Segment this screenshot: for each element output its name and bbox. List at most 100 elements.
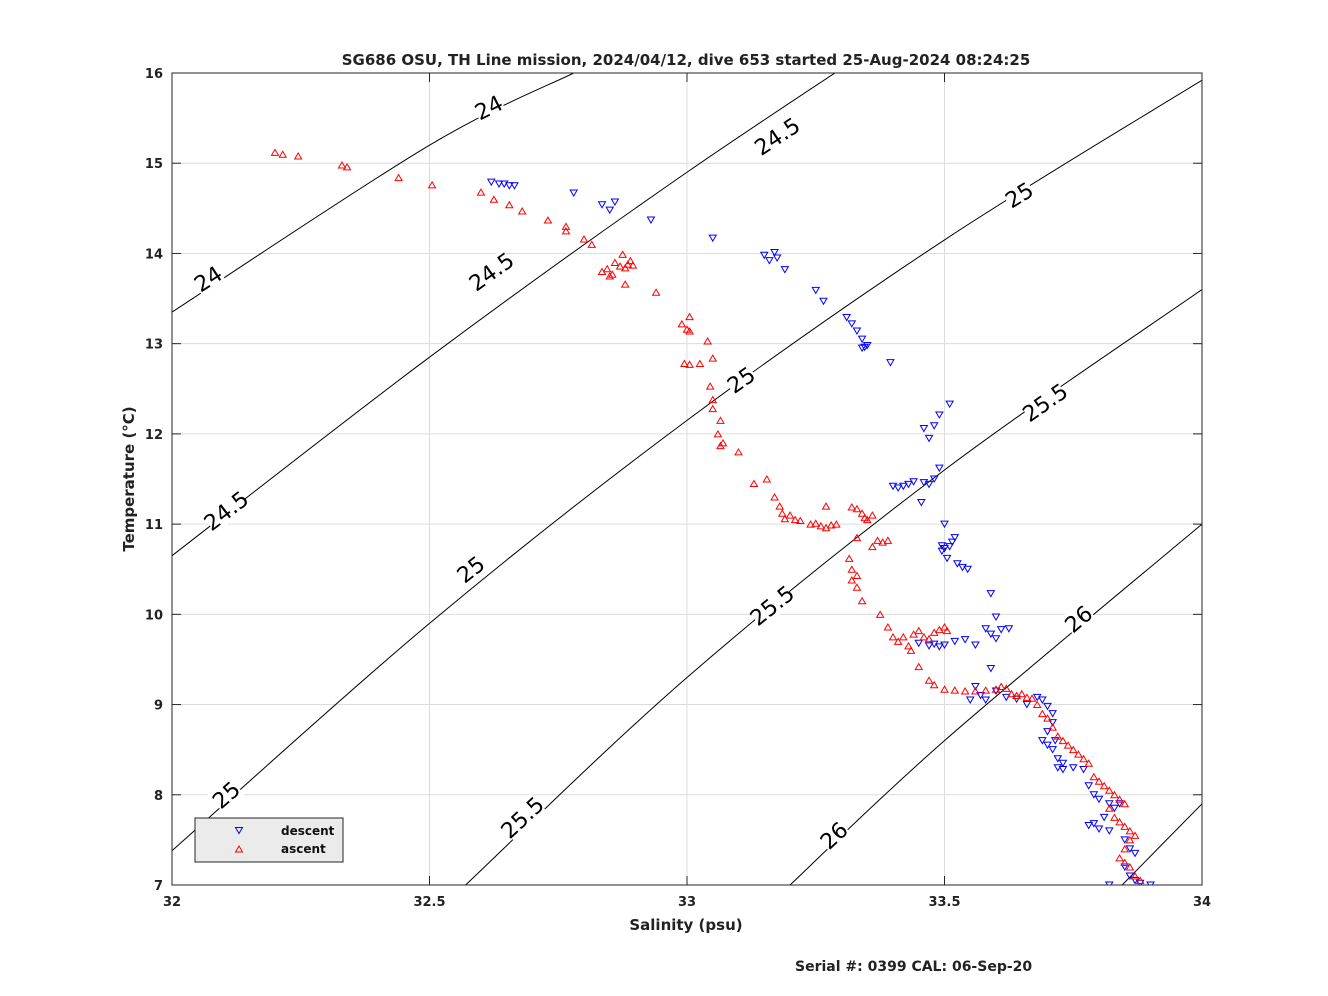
ascent-point — [762, 475, 772, 483]
ascent-point — [703, 336, 712, 345]
ascent-point — [615, 262, 625, 270]
ascent-point — [1084, 759, 1094, 767]
series-ascent — [270, 148, 1145, 884]
ascent-point — [625, 256, 635, 265]
descent-point — [940, 544, 949, 553]
grid-lines — [172, 73, 1202, 885]
ascent-point — [1058, 736, 1068, 745]
ascent-point — [677, 319, 687, 328]
ascent-point — [718, 438, 728, 447]
ascent-point — [1037, 709, 1047, 718]
y-tick-label: 13 — [145, 338, 163, 353]
ascent-point — [716, 416, 725, 424]
ascent-point — [561, 222, 571, 230]
y-tick-label: 10 — [145, 608, 163, 623]
descent-point — [934, 464, 944, 473]
contour-label-mask — [189, 261, 227, 297]
descent-point — [981, 696, 991, 705]
descent-point — [924, 642, 934, 650]
ascent-point — [785, 511, 795, 519]
descent-point — [1004, 625, 1014, 633]
descent-point — [780, 266, 790, 274]
ascent-point — [914, 662, 924, 671]
ascent-point — [775, 502, 785, 510]
descent-point — [947, 538, 957, 547]
descent-point — [772, 254, 782, 262]
ascent-point — [1130, 831, 1140, 839]
descent-point — [1110, 804, 1119, 813]
contour-label-mask — [1020, 379, 1070, 425]
descent-point — [996, 626, 1006, 634]
descent-point — [1094, 825, 1104, 834]
ascent-point — [914, 626, 924, 635]
ascent-point — [816, 521, 826, 530]
y-tick-label: 15 — [145, 157, 163, 172]
descent-point — [1012, 695, 1021, 704]
descent-point — [986, 590, 996, 598]
axis-ticks: 32 32.5 33 33.5 34 7 8 9 10 11 12 13 14 15 16 — [145, 67, 1211, 910]
descent-point — [904, 480, 913, 489]
descent-point — [857, 335, 867, 344]
ascent-point — [924, 676, 934, 684]
y-tick-label: 14 — [145, 247, 163, 262]
descent-point — [924, 434, 934, 443]
ascent-point — [857, 509, 867, 517]
ascent-point — [1110, 813, 1119, 821]
contour-line-24 — [172, 73, 574, 313]
ascent-point — [1104, 804, 1114, 812]
descent-point — [504, 182, 514, 190]
chart-title: SG686 OSU, TH Line mission, 2024/04/12, … — [342, 51, 1031, 69]
descent-point — [1058, 759, 1068, 768]
descent-point — [819, 297, 828, 306]
ascent-point — [821, 502, 831, 510]
ascent-point — [940, 685, 949, 693]
descent-point — [934, 643, 944, 651]
ascent-point — [685, 312, 694, 321]
ascent-point — [587, 240, 597, 248]
ascent-point — [826, 521, 836, 529]
contour-label-mask — [466, 248, 517, 295]
y-tick-label: 7 — [154, 879, 163, 894]
ascent-point — [1135, 876, 1145, 884]
descent-point — [1120, 863, 1130, 871]
descent-point — [976, 692, 985, 700]
ascent-point — [713, 429, 723, 438]
ascent-point — [489, 195, 499, 203]
ascent-point — [1115, 817, 1124, 826]
ascent-point — [1089, 772, 1099, 781]
ascent-point — [950, 686, 960, 694]
ascent-point — [847, 565, 857, 573]
ascent-point — [906, 646, 916, 654]
ascent-point — [618, 250, 627, 258]
ascent-point — [1094, 777, 1104, 785]
descent-point — [986, 630, 996, 639]
ascent-point — [868, 542, 877, 551]
descent-point — [1079, 766, 1088, 774]
ascent-point — [1022, 693, 1032, 701]
descent-point — [510, 182, 519, 190]
ascent-point — [708, 395, 718, 404]
ascent-point — [270, 148, 280, 156]
ascent-point — [847, 576, 857, 584]
descent-point — [1120, 836, 1130, 844]
descent-point — [953, 560, 962, 568]
ascent-point — [708, 354, 718, 362]
descent-point — [963, 565, 973, 574]
ascent-point — [770, 493, 779, 501]
descent-point — [950, 534, 960, 542]
descent-point — [1058, 766, 1068, 774]
descent-point — [914, 639, 924, 648]
ascent-point — [852, 504, 862, 513]
descent-point — [919, 479, 929, 487]
ascent-point — [1068, 745, 1078, 754]
ascent-point — [919, 632, 929, 641]
ascent-point — [1125, 835, 1135, 844]
ascent-point — [1104, 786, 1114, 794]
ascent-point — [1012, 691, 1021, 700]
descent-point — [605, 206, 615, 215]
ascent-point — [337, 161, 347, 169]
descent-point — [1104, 827, 1114, 835]
contour-label-mask — [1059, 600, 1097, 638]
ascent-point — [394, 173, 403, 182]
